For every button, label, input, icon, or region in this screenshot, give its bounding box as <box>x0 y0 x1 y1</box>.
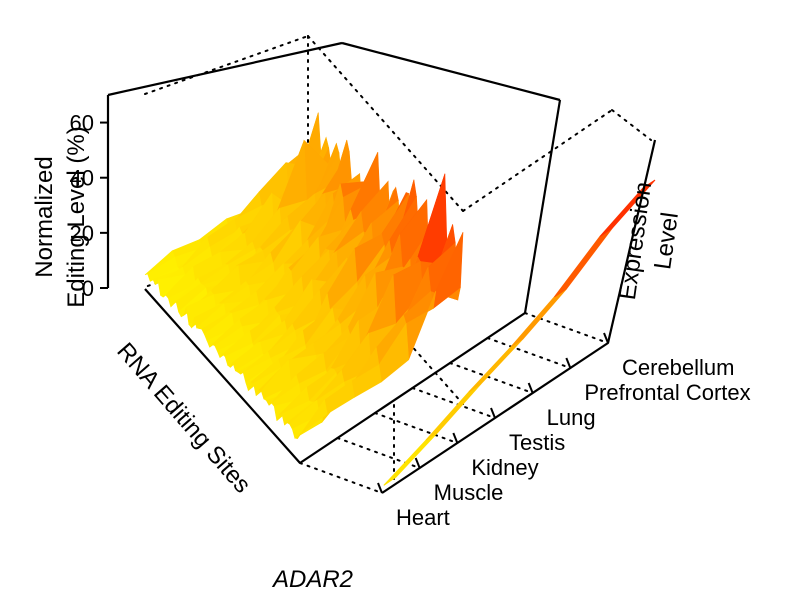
tissue-tick-6 <box>603 332 609 344</box>
figure-caption: ADAR2 <box>271 566 353 593</box>
floor-front-edge <box>299 312 526 464</box>
editing-surface <box>144 112 464 440</box>
grid-line-3 <box>307 228 464 405</box>
guide-line-4 <box>449 362 534 394</box>
top-right-edge <box>341 41 561 102</box>
z-axis-title-line2: Editing Level (%) <box>63 126 90 307</box>
tissue-label-4: Lung <box>547 405 596 430</box>
z-axis-title-line1: Normalized <box>31 156 58 277</box>
z-axis-ticks: 0 20 40 60 <box>70 111 108 301</box>
z-tick-label-60: 60 <box>70 111 94 136</box>
x-axis-line <box>144 288 301 464</box>
guide-line-6 <box>524 312 609 344</box>
expression-vertical-line <box>606 139 657 344</box>
expression-segment-4 <box>554 227 613 298</box>
guide-line-3 <box>411 387 496 419</box>
surface-cell <box>297 399 328 439</box>
tissue-label-5: Prefrontal Cortex <box>584 380 750 405</box>
tissue-tick-2 <box>452 432 459 444</box>
z-tick-label-0: 0 <box>82 276 94 301</box>
z-tick-label-40: 40 <box>70 166 94 191</box>
expression-curve <box>383 179 656 486</box>
tissue-label-0: Heart <box>396 505 450 530</box>
expression-title-line1: Expression <box>614 180 657 301</box>
top-back-edge <box>107 41 343 97</box>
tissue-label-3: Testis <box>509 430 565 455</box>
expression-title-line2: Level <box>649 211 684 272</box>
grid-line-6 <box>611 109 652 141</box>
tissue-label-1: Muscle <box>434 480 504 505</box>
grid-line-1 <box>307 35 464 212</box>
tissue-tick-1 <box>414 457 421 469</box>
tissue-tick-5 <box>565 357 572 369</box>
grid-line-0 <box>144 35 309 95</box>
expression-segment-5 <box>599 179 656 237</box>
expression-segment-2 <box>468 338 524 393</box>
tissue-tick-0 <box>377 482 383 494</box>
right-vertical-edge <box>523 99 562 314</box>
tissue-label-2: Kidney <box>471 455 538 480</box>
guide-line-2 <box>374 412 459 444</box>
guide-line-0 <box>299 462 383 494</box>
tissue-tick-3 <box>490 407 496 419</box>
guide-line-5 <box>486 337 572 369</box>
z-tick-label-20: 20 <box>70 221 94 246</box>
grid-line-5 <box>462 109 613 212</box>
tissue-label-6: Cerebellum <box>622 355 735 380</box>
tissue-tick-4 <box>527 382 534 394</box>
